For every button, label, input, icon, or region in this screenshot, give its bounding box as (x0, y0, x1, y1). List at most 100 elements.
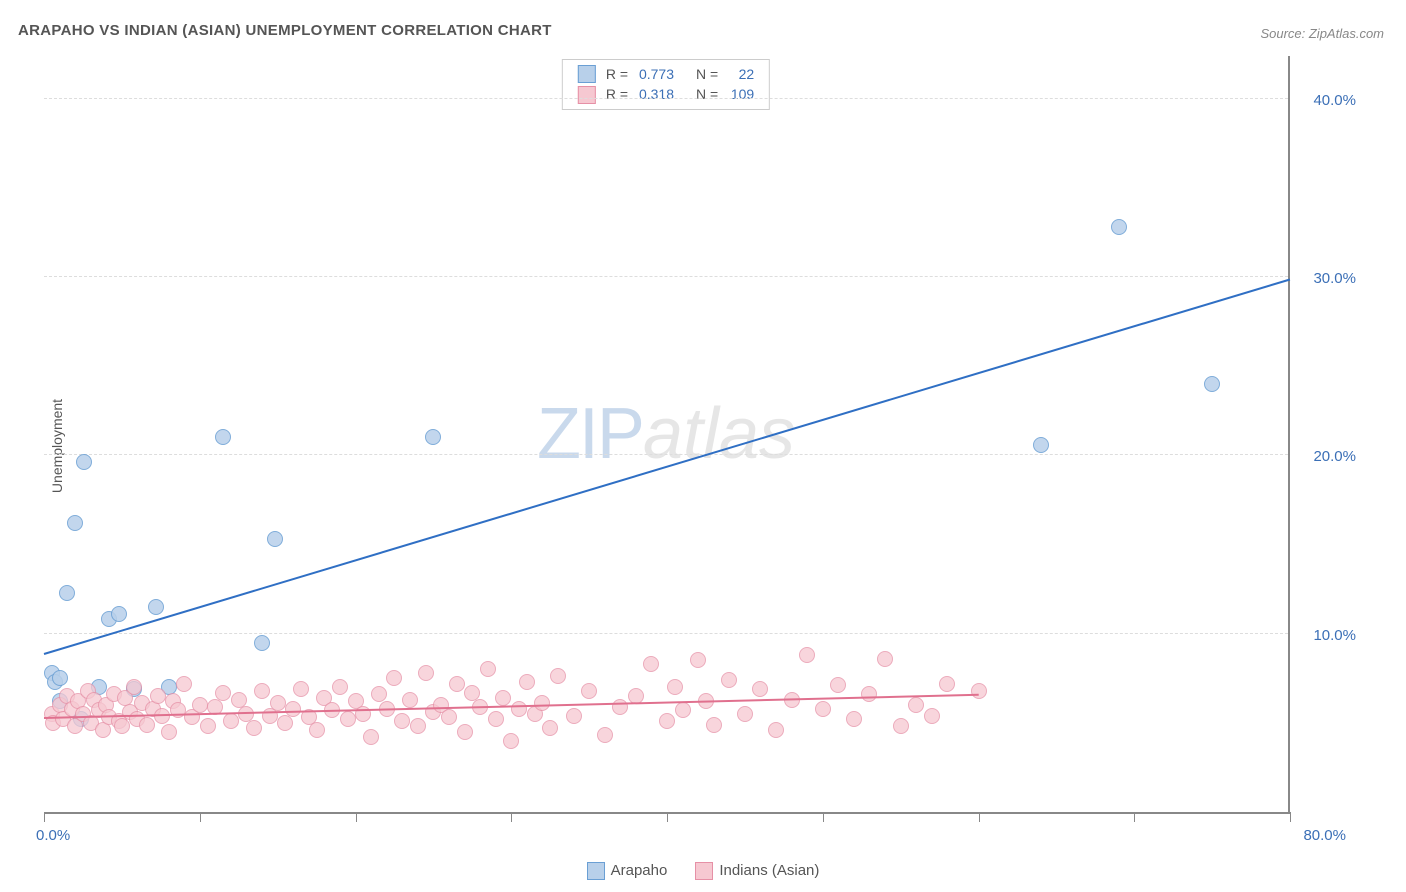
data-point (861, 686, 877, 702)
legend-row: R =0.318N =109 (573, 84, 759, 104)
data-point (706, 717, 722, 733)
data-point (192, 697, 208, 713)
gridline (44, 454, 1288, 455)
legend-swatch (695, 862, 713, 880)
chart-plot-area: ZIPatlas R =0.773N =22R =0.318N =109 10.… (44, 56, 1290, 814)
data-point (511, 701, 527, 717)
gridline (44, 98, 1288, 99)
y-tick-label: 20.0% (1313, 448, 1356, 465)
data-point (1033, 437, 1049, 453)
data-point (659, 713, 675, 729)
data-point (597, 727, 613, 743)
data-point (363, 729, 379, 745)
x-tick (44, 812, 45, 822)
data-point (267, 531, 283, 547)
x-tick (511, 812, 512, 822)
data-point (1111, 219, 1127, 235)
x-tick (200, 812, 201, 822)
x-tick (1134, 812, 1135, 822)
data-point (449, 676, 465, 692)
series-legend: Arapaho Indians (Asian) (0, 862, 1406, 880)
data-point (270, 695, 286, 711)
data-point (402, 692, 418, 708)
data-point (939, 676, 955, 692)
x-tick-label: 0.0% (36, 827, 70, 844)
data-point (534, 695, 550, 711)
x-tick (356, 812, 357, 822)
data-point (542, 720, 558, 736)
data-point (830, 677, 846, 693)
x-tick-label: 80.0% (1303, 827, 1346, 844)
data-point (519, 674, 535, 690)
y-tick-label: 30.0% (1313, 270, 1356, 287)
data-point (200, 718, 216, 734)
legend-row: R =0.773N =22 (573, 64, 759, 84)
data-point (223, 713, 239, 729)
legend-item: Arapaho (587, 862, 668, 880)
watermark: ZIPatlas (537, 393, 795, 475)
data-point (643, 656, 659, 672)
data-point (908, 697, 924, 713)
data-point (675, 702, 691, 718)
data-point (815, 701, 831, 717)
data-point (285, 701, 301, 717)
data-point (277, 715, 293, 731)
trend-line (44, 279, 1291, 655)
data-point (893, 718, 909, 734)
legend-item: Indians (Asian) (695, 862, 819, 880)
y-tick-label: 40.0% (1313, 92, 1356, 109)
x-tick (823, 812, 824, 822)
chart-title: ARAPAHO VS INDIAN (ASIAN) UNEMPLOYMENT C… (18, 22, 552, 39)
data-point (737, 706, 753, 722)
data-point (114, 718, 130, 734)
data-point (924, 708, 940, 724)
data-point (254, 683, 270, 699)
data-point (495, 690, 511, 706)
data-point (126, 679, 142, 695)
data-point (410, 718, 426, 734)
x-tick (979, 812, 980, 822)
data-point (150, 688, 166, 704)
x-tick (1290, 812, 1291, 822)
data-point (752, 681, 768, 697)
data-point (246, 720, 262, 736)
data-point (550, 668, 566, 684)
data-point (441, 709, 457, 725)
source-attribution: Source: ZipAtlas.com (1260, 26, 1384, 41)
data-point (457, 724, 473, 740)
data-point (768, 722, 784, 738)
data-point (76, 454, 92, 470)
data-point (418, 665, 434, 681)
data-point (667, 679, 683, 695)
data-point (1204, 376, 1220, 392)
data-point (846, 711, 862, 727)
data-point (386, 670, 402, 686)
data-point (161, 724, 177, 740)
data-point (394, 713, 410, 729)
data-point (612, 699, 628, 715)
data-point (503, 733, 519, 749)
x-tick (667, 812, 668, 822)
legend-swatch (578, 65, 596, 83)
legend-swatch (578, 86, 596, 104)
data-point (59, 585, 75, 601)
data-point (176, 676, 192, 692)
data-point (566, 708, 582, 724)
data-point (480, 661, 496, 677)
data-point (215, 685, 231, 701)
data-point (148, 599, 164, 615)
data-point (215, 429, 231, 445)
data-point (111, 606, 127, 622)
data-point (488, 711, 504, 727)
data-point (67, 515, 83, 531)
data-point (799, 647, 815, 663)
correlation-legend: R =0.773N =22R =0.318N =109 (562, 59, 770, 110)
data-point (340, 711, 356, 727)
gridline (44, 276, 1288, 277)
data-point (581, 683, 597, 699)
data-point (690, 652, 706, 668)
legend-swatch (587, 862, 605, 880)
data-point (254, 635, 270, 651)
data-point (52, 670, 68, 686)
data-point (332, 679, 348, 695)
